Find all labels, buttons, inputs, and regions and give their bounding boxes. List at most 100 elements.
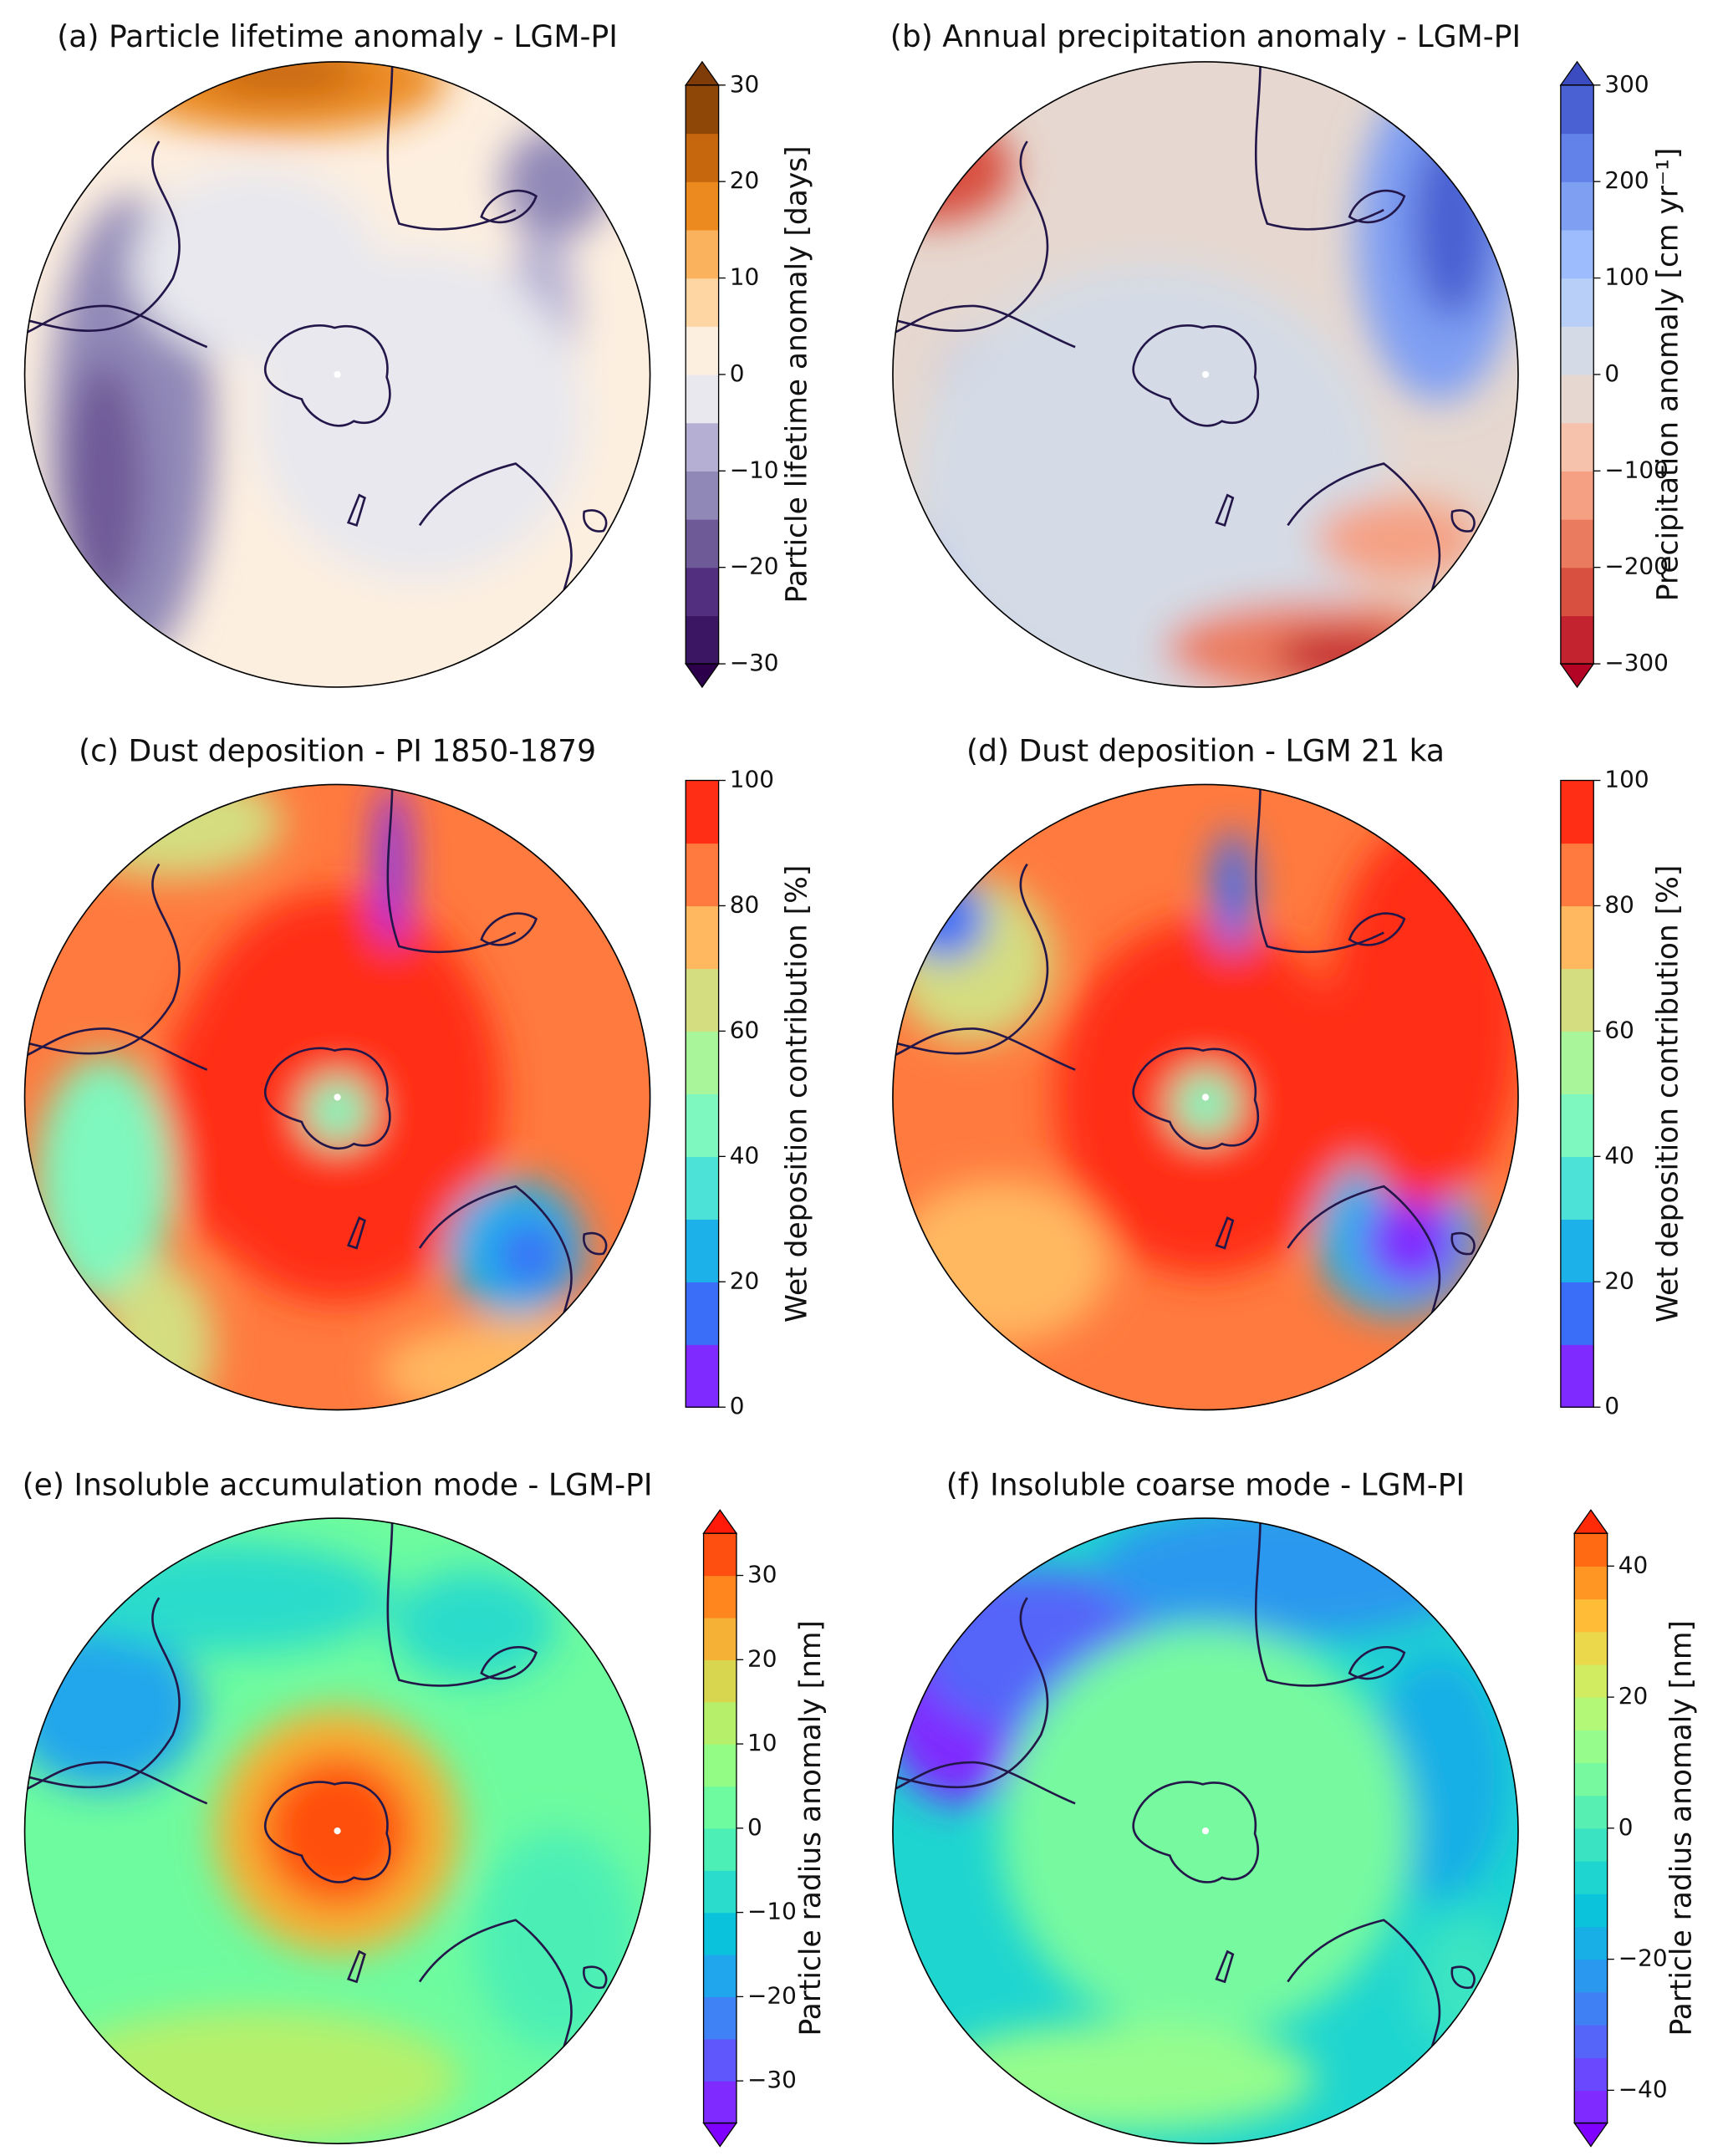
colorbar-band	[686, 278, 719, 327]
colorbar-band	[1560, 374, 1594, 424]
map	[23, 1517, 651, 2144]
coastline	[892, 1761, 1076, 1805]
colorbar-band	[686, 519, 719, 568]
colorbar-tick-label: 100	[1604, 263, 1649, 291]
coastline	[1132, 1047, 1260, 1150]
colorbar-extend-low	[1559, 663, 1595, 689]
map-frame	[892, 783, 1519, 1411]
colorbar-tick-label: −200	[1604, 553, 1669, 580]
map-frame	[892, 61, 1519, 688]
coastline	[346, 493, 366, 528]
colorbar-tick-label: 40	[730, 1141, 759, 1169]
colorbar-tick-label: 60	[730, 1016, 759, 1043]
colorbar-tick-label: −10	[730, 456, 779, 483]
coastline	[346, 1216, 366, 1250]
colorbar-band	[686, 1282, 719, 1345]
colorbar-band	[1560, 968, 1594, 1032]
coastline	[480, 912, 538, 946]
colorbar-band	[703, 1786, 737, 1829]
colorbar-band	[1560, 1344, 1594, 1408]
colorbar-band	[1560, 905, 1594, 970]
colorbar-band	[1574, 1762, 1608, 1797]
colorbar-band	[686, 615, 719, 665]
map-field	[502, 127, 612, 237]
colorbar-band	[686, 1344, 719, 1408]
colorbar-band	[1560, 326, 1594, 375]
panel-title: (b) Annual precipitation anomaly - LGM-P…	[890, 19, 1521, 54]
colorbar-band	[1574, 1827, 1608, 1862]
colorbar-band	[703, 2038, 737, 2082]
map-field	[1212, 829, 1254, 954]
colorbar-label: Wet deposition contribution [%]	[781, 865, 814, 1323]
colorbar-tick-label: 20	[730, 1267, 759, 1294]
colorbar-tick-label: 100	[1604, 766, 1649, 793]
colorbar-tick-label: −40	[1618, 2075, 1668, 2102]
colorbar-band	[686, 229, 719, 279]
map-frame	[23, 1517, 651, 2144]
colorbar-tick-label: 80	[1604, 890, 1634, 918]
coastline	[263, 1047, 391, 1150]
colorbar-band	[1574, 1991, 1608, 2026]
colorbar-band	[703, 1533, 737, 1577]
map-field	[1170, 1069, 1240, 1139]
map-field	[930, 2022, 1316, 2133]
colorbar-tick-label: 20	[1618, 1682, 1648, 1710]
coastline	[24, 140, 181, 332]
coastline	[1215, 493, 1235, 528]
colorbar-band	[1560, 1031, 1594, 1095]
coastline	[583, 509, 608, 533]
map	[892, 1517, 1519, 2144]
coastline	[583, 1965, 608, 1990]
colorbar-tick-label: 0	[747, 1813, 762, 1841]
coastline	[24, 304, 208, 349]
map-field	[1363, 1193, 1460, 1290]
colorbar-tick-label: 0	[730, 1392, 745, 1419]
map-field	[892, 1179, 1110, 1344]
map-field	[63, 784, 283, 878]
coastline	[24, 863, 181, 1055]
coastline	[24, 1597, 181, 1789]
colorbar-extend-low	[684, 663, 720, 689]
colorbar-tick-label: 40	[1604, 1141, 1634, 1169]
colorbar-band	[703, 1744, 737, 1787]
coastline	[263, 1781, 391, 1883]
map-field-group	[892, 1518, 1519, 2144]
map	[23, 61, 651, 688]
coastline	[1450, 1965, 1476, 1990]
colorbar-tick-label: −20	[730, 553, 779, 580]
map-field-group	[892, 61, 1519, 687]
map-field	[1328, 823, 1519, 1207]
colorbar-tick-label: 10	[747, 1729, 777, 1756]
colorbar-tick-label: 0	[730, 359, 745, 387]
coastline	[24, 1761, 208, 1805]
map-field-group	[24, 1518, 650, 2144]
colorbar-band	[686, 1219, 719, 1282]
colorbar-band	[686, 84, 719, 135]
colorbar-band	[703, 1659, 737, 1703]
colorbar-band	[686, 567, 719, 617]
colorbar-band	[686, 133, 719, 182]
coastline	[892, 304, 1076, 349]
map-field	[917, 264, 1384, 687]
colorbar-band	[1574, 1664, 1608, 1698]
coastline	[1132, 324, 1260, 427]
colorbar-band	[1560, 780, 1594, 844]
colorbar-tick-label: 0	[1604, 359, 1619, 387]
map-field	[495, 1221, 564, 1290]
colorbar-band	[1574, 1566, 1608, 1600]
colorbar-label: Wet deposition contribution [%]	[1651, 865, 1685, 1323]
colorbar-tick-label: 100	[730, 766, 774, 793]
coastline	[1450, 509, 1476, 533]
map	[892, 783, 1519, 1411]
map-field	[375, 784, 409, 947]
colorbar-band	[686, 1093, 719, 1157]
colorbar-band	[1574, 1959, 1608, 1993]
coastline	[1348, 912, 1406, 946]
panel-title: (c) Dust deposition - PI 1850-1879	[79, 734, 596, 769]
colorbar-extend-low	[702, 2122, 738, 2148]
colorbar-band	[1574, 1894, 1608, 1928]
colorbar-band	[1560, 1093, 1594, 1157]
coastline	[24, 1027, 208, 1071]
colorbar-band	[686, 1031, 719, 1095]
coastline	[480, 189, 538, 224]
